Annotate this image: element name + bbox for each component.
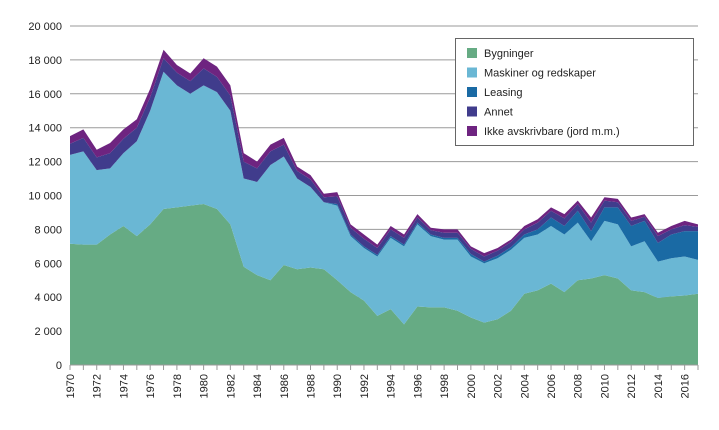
y-tick-label: 2 000: [34, 326, 62, 338]
legend-swatch: [467, 106, 477, 117]
legend-label: Annet: [484, 107, 513, 119]
x-tick-label: 2012: [626, 374, 638, 398]
y-tick-label: 0: [56, 360, 62, 372]
y-tick-label: 6 000: [34, 258, 62, 270]
legend-swatch: [467, 87, 477, 97]
x-tick-label: 1972: [92, 374, 104, 398]
x-tick-label: 2016: [680, 374, 692, 398]
area-leasing: [70, 71, 698, 264]
x-tick-label: 1980: [199, 374, 211, 398]
series-areas: [70, 49, 698, 365]
x-tick-label: 1978: [172, 374, 184, 398]
legend: Bygninger Maskiner og redskaper Leasing Ann…: [455, 38, 694, 146]
x-tick-label: 1990: [332, 374, 344, 398]
legend-label: Leasing: [484, 87, 523, 99]
y-tick-label: 20 000: [28, 21, 62, 33]
x-tick-label: 2010: [599, 374, 611, 398]
legend-swatch: [467, 67, 477, 78]
x-tick-label: 2006: [546, 374, 558, 398]
y-axis: 0 2 000 4 000 6 000 8 000 10 000 12 000 14 000 1…: [28, 21, 62, 372]
x-tick-label: 2008: [573, 374, 585, 398]
x-tick-label: 2002: [493, 374, 505, 398]
x-tick-label: 1994: [386, 374, 398, 398]
y-tick-label: 16 000: [28, 89, 62, 101]
x-axis: 1970 1972 1974 1976 1978 1980 1982 1984 1986 1988…: [65, 364, 699, 398]
legend-swatch: [467, 48, 477, 58]
x-tick-label: 1986: [279, 374, 291, 398]
y-tick-label: 4 000: [34, 292, 62, 304]
x-tick-label: 1976: [145, 374, 157, 398]
area-bygninger: [70, 203, 698, 365]
x-tick-label: 2004: [519, 374, 531, 398]
x-tick-label: 1984: [252, 374, 264, 398]
legend-swatch: [467, 126, 477, 136]
x-tick-label: 1996: [412, 374, 424, 398]
x-tick-label: 1992: [359, 374, 371, 398]
y-tick-label: 14 000: [28, 123, 62, 135]
y-tick-label: 8 000: [34, 224, 62, 236]
y-tick-label: 12 000: [28, 157, 62, 169]
x-tick-label: 1970: [65, 374, 77, 398]
x-tick-label: 1982: [225, 374, 237, 398]
legend-label: Bygninger: [484, 48, 534, 60]
x-tick-label: 1974: [118, 374, 130, 398]
legend-label: Maskiner og redskaper: [484, 68, 596, 80]
x-tick-label: 1998: [439, 374, 451, 398]
x-tick-label: 1988: [306, 374, 318, 398]
legend-box: [455, 38, 694, 146]
y-tick-label: 10 000: [28, 191, 62, 203]
x-tick-label: 2014: [653, 374, 665, 398]
x-tick-label: 2000: [466, 374, 478, 398]
legend-label: Ikke avskrivbare (jord m.m.): [484, 126, 620, 138]
area-maskiner-og-redskaper: [70, 71, 698, 325]
y-tick-label: 18 000: [28, 55, 62, 67]
